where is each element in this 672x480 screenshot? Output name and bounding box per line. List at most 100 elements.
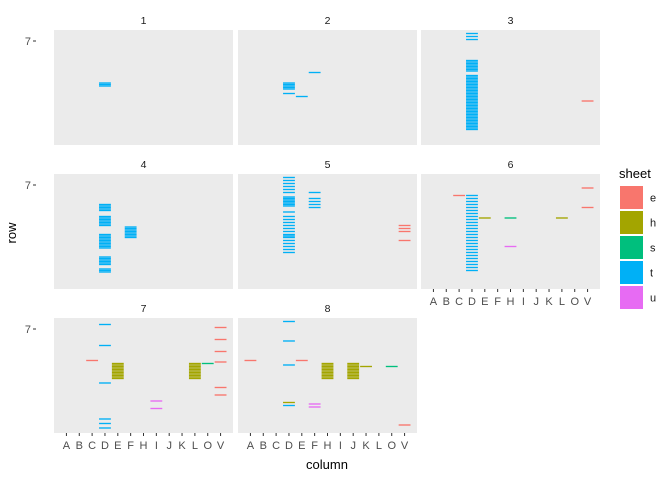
legend-key-h — [620, 211, 643, 234]
tile-h-E — [111, 365, 124, 368]
tile-t-D — [466, 94, 478, 96]
facet-strip-label: 7 — [141, 303, 147, 315]
tile-t-D — [466, 122, 478, 125]
tile-h-L — [188, 377, 201, 380]
tile-t-D — [99, 224, 111, 227]
x-tick-label: A — [63, 440, 71, 452]
tile-t-F — [308, 71, 321, 74]
tile-t-D — [466, 128, 478, 131]
tile-t-D — [466, 74, 478, 77]
tile-t-F — [124, 229, 137, 231]
x-tick-label: E — [298, 440, 305, 452]
tile-t-D — [99, 220, 111, 222]
tile-t-D — [99, 82, 111, 84]
tile-u-F — [308, 406, 321, 408]
tile-t-D — [466, 101, 478, 104]
legend-key-s — [620, 236, 643, 259]
x-tick-label: D — [468, 296, 476, 308]
tile-e-V — [398, 224, 411, 227]
tile-t-D — [466, 83, 478, 86]
tile-t-D — [466, 224, 478, 227]
tile-t-D — [466, 248, 478, 251]
tile-t-D — [466, 86, 478, 89]
tile-t-D — [466, 80, 478, 83]
tile-t-D — [283, 221, 295, 224]
facet-panel: 1 — [54, 15, 233, 145]
x-tick-label: F — [311, 440, 318, 452]
tile-h-E — [111, 371, 124, 374]
x-tick-label: O — [387, 440, 396, 452]
tile-t-D — [466, 230, 478, 233]
tile-t-D — [466, 109, 478, 111]
tile-t-D — [99, 323, 111, 326]
tile-t-D — [466, 233, 478, 236]
tile-t-D — [99, 241, 111, 243]
legend-key-t — [620, 261, 643, 284]
tile-t-D — [466, 227, 478, 230]
tile-h-H — [321, 371, 334, 374]
tile-t-F — [308, 197, 321, 200]
tile-u-I — [150, 407, 163, 410]
panel-background — [54, 174, 233, 289]
facet-panel: 2 — [238, 15, 417, 145]
tile-t-D — [466, 245, 478, 248]
tile-t-F — [308, 200, 321, 203]
x-tick-label: A — [430, 296, 438, 308]
tile-t-D — [466, 103, 478, 105]
facet-strip-label: 1 — [141, 15, 147, 27]
tile-t-D — [99, 271, 111, 273]
x-tick-label: E — [481, 296, 488, 308]
tile-h-H — [321, 373, 334, 375]
tile-t-D — [466, 239, 478, 242]
tile-h-E — [111, 367, 124, 369]
x-tick-label: F — [494, 296, 501, 308]
tile-t-F — [308, 191, 321, 194]
tile-t-D — [466, 119, 478, 122]
tile-h-J — [347, 362, 360, 365]
tile-t-D — [99, 203, 111, 206]
tile-t-D — [99, 422, 111, 425]
tile-t-D — [99, 256, 111, 258]
tile-t-D — [466, 106, 478, 108]
tile-h-E — [111, 373, 124, 375]
tile-t-F — [124, 236, 137, 239]
tile-t-D — [466, 100, 478, 102]
tile-e-V — [581, 100, 594, 102]
x-tick-label: H — [140, 440, 148, 452]
tile-t-D — [466, 251, 478, 254]
x-tick-label: V — [584, 296, 592, 308]
tile-t-F — [124, 230, 137, 233]
facet-panel: 5 — [238, 159, 417, 289]
tile-t-D — [466, 62, 478, 65]
facet-strip-label: 5 — [325, 159, 331, 171]
panel-background — [238, 30, 417, 145]
tile-t-D — [466, 125, 478, 128]
tile-h-J — [347, 364, 360, 366]
x-tick-label: H — [507, 296, 515, 308]
tile-t-D — [99, 257, 111, 260]
tile-t-D — [99, 208, 111, 210]
tile-t-D — [99, 244, 111, 246]
panel-background — [54, 318, 233, 433]
tile-t-D — [99, 223, 111, 225]
tile-t-D — [466, 91, 478, 93]
x-tick-label: D — [101, 440, 109, 452]
tile-t-D — [466, 67, 478, 69]
tile-t-D — [99, 235, 111, 237]
tile-h-J — [347, 367, 360, 369]
tile-e-V — [581, 206, 594, 209]
tile-t-D — [99, 217, 111, 219]
tile-t-D — [466, 127, 478, 129]
tile-t-D — [99, 268, 111, 270]
tile-t-D — [99, 245, 111, 248]
x-tick-label: C — [272, 440, 280, 452]
tile-e-V — [581, 187, 594, 189]
tile-t-F — [124, 232, 137, 234]
tile-t-D — [283, 245, 295, 248]
tile-t-D — [99, 83, 111, 86]
tile-e-V — [398, 239, 411, 242]
tile-h-J — [347, 373, 360, 375]
legend-label-u: u — [650, 293, 656, 305]
x-tick-label: J — [533, 296, 539, 308]
